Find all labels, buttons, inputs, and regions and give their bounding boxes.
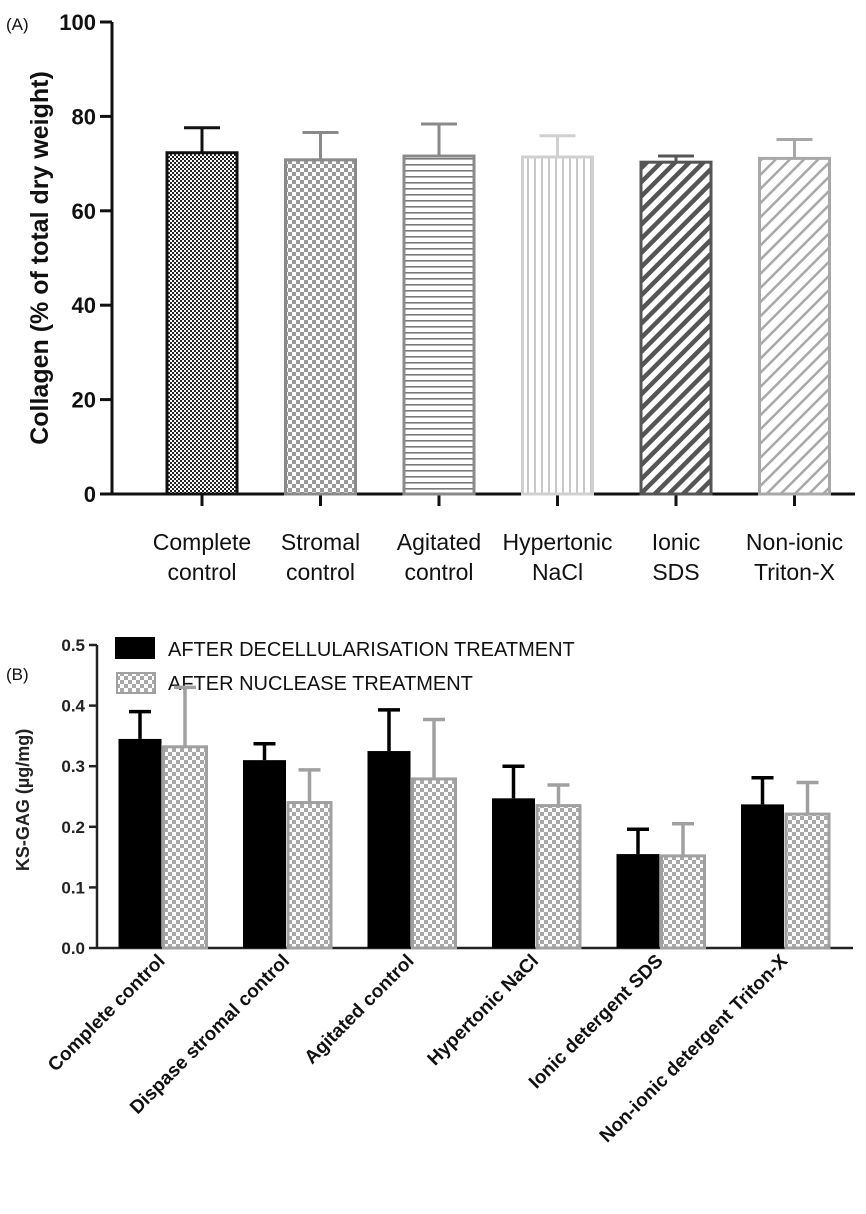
panel-a-y-tick-label: 20 <box>72 388 96 413</box>
decell-bar <box>243 760 286 948</box>
panel-b-y-tick-label: 0.5 <box>61 636 85 655</box>
panel-b-label: (B) <box>6 665 29 684</box>
panel-b-y-axis-title: KS-GAG (µg/mg) <box>13 729 33 871</box>
collagen-bar <box>639 160 713 496</box>
panel-b-category-label: Hypertonic NaCl <box>424 951 543 1070</box>
legend-swatch-nuclease <box>116 672 156 694</box>
decell-bar <box>118 738 162 948</box>
nuclease-bar <box>784 812 831 950</box>
decell-bar <box>616 854 660 948</box>
panel-b-legend: AFTER DECELLULARISATION TREATMENT AFTER … <box>115 637 575 695</box>
panel-b-y-tick-label: 0.3 <box>61 757 85 776</box>
panel-a-category-label: control <box>286 559 355 585</box>
panel-a-category-label: Stromal <box>281 529 360 555</box>
nuclease-bar <box>660 854 706 950</box>
panel-b-bars <box>118 685 831 950</box>
panel-b-ks-gag-chart: (B) AFTER DECELLULARISATION TREATMENT AF… <box>6 636 853 1147</box>
legend-label-nuclease: AFTER NUCLEASE TREATMENT <box>168 673 473 695</box>
panel-a-category-label: Triton-X <box>754 559 835 585</box>
panel-b-y-tick-label: 0.1 <box>61 878 85 897</box>
decell-bar <box>367 751 411 948</box>
panel-a-category-label: SDS <box>652 559 699 585</box>
collagen-bar <box>165 151 239 496</box>
panel-a-y-axis-title: Collagen (% of total dry weight) <box>26 71 54 445</box>
panel-b-y-tick-label: 0.0 <box>61 939 85 958</box>
panel-a-category-label: NaCl <box>532 559 583 585</box>
collagen-bar <box>284 158 357 496</box>
panel-b-y-tick-label: 0.2 <box>61 818 85 837</box>
panel-b-y-axis: 0.0 0.1 0.2 0.3 0.4 0.5 <box>61 636 853 958</box>
panel-a-category-label: Non-ionic <box>746 529 843 555</box>
panel-a-category-labels: Complete control Stromal control Agitated con… <box>153 529 843 585</box>
panel-b-category-label: Agitated control <box>301 951 419 1069</box>
collagen-bar <box>758 156 831 496</box>
panel-a-y-tick-label: 0 <box>84 482 96 507</box>
decell-bar <box>492 798 535 948</box>
legend-label-decell: AFTER DECELLULARISATION TREATMENT <box>168 639 575 661</box>
panel-a-category-label: control <box>167 559 236 585</box>
panel-a-y-tick-label: 60 <box>72 199 96 224</box>
collagen-bar <box>521 155 594 496</box>
panel-a-category-label: Complete <box>153 529 251 555</box>
panel-b-category-label: Complete control <box>44 951 169 1076</box>
panel-a-category-label: control <box>404 559 473 585</box>
nuclease-bar <box>411 777 457 950</box>
panel-a-category-label: Hypertonic <box>503 529 613 555</box>
panel-a-bars <box>165 122 831 506</box>
panel-a-y-tick-label: 40 <box>72 293 96 318</box>
legend-swatch-decell <box>115 637 155 659</box>
panel-a-label: (A) <box>6 15 29 34</box>
panel-a-y-tick-label: 100 <box>59 10 96 35</box>
panel-a-category-label: Ionic <box>652 529 701 555</box>
nuclease-bar <box>162 745 208 950</box>
nuclease-bar <box>286 801 333 950</box>
panel-a-collagen-chart: (A) 0 20 40 60 80 100 Complete control Stromal c… <box>6 10 855 585</box>
panel-b-y-tick-label: 0.4 <box>61 697 85 716</box>
decell-bar <box>741 804 784 948</box>
panel-a-y-tick-label: 80 <box>72 104 96 129</box>
panel-a-category-label: Agitated <box>397 529 481 555</box>
nuclease-bar <box>535 804 582 950</box>
collagen-bar <box>402 154 476 496</box>
panel-b-category-label: Ionic detergent SDS <box>525 951 668 1094</box>
